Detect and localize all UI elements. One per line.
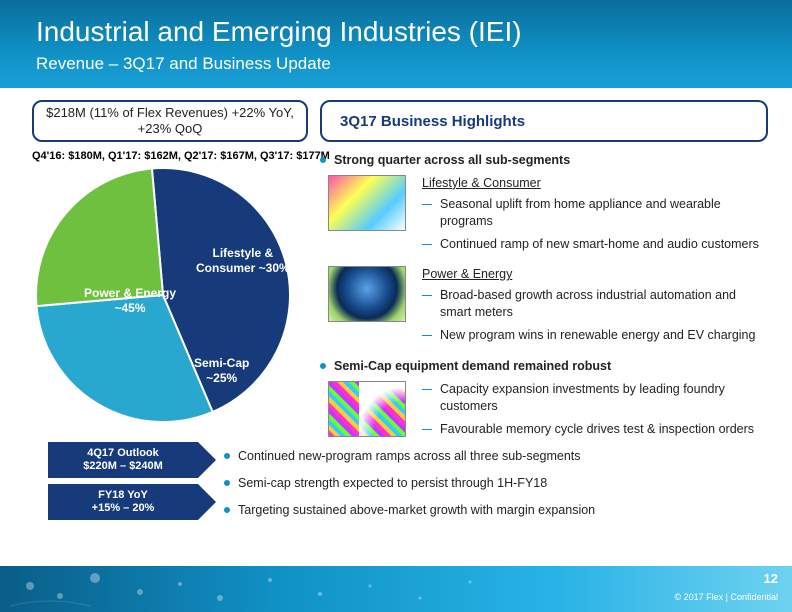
sub-bullet-row: Favourable memory cycle drives test & in… [422, 421, 768, 438]
dash-icon [422, 295, 432, 296]
outlook-bullet-text: Semi-cap strength expected to persist th… [238, 475, 547, 492]
sub-bullet-text: Capacity expansion investments by leadin… [440, 381, 768, 415]
pie-slice-label: Power & Energy~45% [84, 286, 176, 316]
dash-icon [422, 335, 432, 336]
dash-icon [422, 429, 432, 430]
semicap-bullet-text: Semi-Cap equipment demand remained robus… [334, 358, 611, 375]
highlight-group-body: Lifestyle & Consumer Seasonal uplift from… [422, 175, 768, 259]
highlight-group: Power & Energy Broad-based growth across … [320, 266, 768, 350]
page-title: Industrial and Emerging Industries (IEI) [36, 16, 522, 48]
outlook-bullet-text: Targeting sustained above-market growth … [238, 502, 595, 519]
sub-bullet-text: New program wins in renewable energy and… [440, 327, 755, 344]
sub-bullet-row: Capacity expansion investments by leadin… [422, 381, 768, 415]
wafer-thumb-icon [328, 381, 406, 437]
page-number: 12 [764, 571, 778, 586]
dash-icon [422, 204, 432, 205]
arrow-4q17: 4Q17 Outlook $220M – $240M [48, 442, 198, 478]
revenue-summary-box: $218M (11% of Flex Revenues) +22% YoY, +… [32, 100, 308, 142]
bullet-dot-icon [320, 363, 326, 369]
highlights-header-box: 3Q17 Business Highlights [320, 100, 768, 142]
pie-slice-label: Semi-Cap~25% [194, 356, 249, 386]
outlook-bullet-row: Targeting sustained above-market growth … [224, 502, 762, 519]
dash-icon [422, 244, 432, 245]
segment-pie-chart: Power & Energy~45% Lifestyle &Consumer ~3… [36, 168, 290, 428]
sub-bullet-row: Continued ramp of new smart-home and aud… [422, 236, 768, 253]
highlight-group: Lifestyle & Consumer Seasonal uplift from… [320, 175, 768, 259]
highlight-group-body: Power & Energy Broad-based growth across … [422, 266, 768, 350]
outlook-bullets: Continued new-program ramps across all t… [224, 448, 762, 529]
bullet-dot-icon [224, 480, 230, 486]
footer-pattern-icon [0, 566, 792, 612]
sub-bullet-row: Seasonal uplift from home appliance and … [422, 196, 768, 230]
highlights-column: Strong quarter across all sub-segments L… [320, 152, 768, 451]
highlight-group: Capacity expansion investments by leadin… [320, 381, 768, 444]
earth-thumb-icon [328, 266, 406, 322]
bullet-dot-icon [224, 507, 230, 513]
sub-bullet-text: Favourable memory cycle drives test & in… [440, 421, 754, 438]
slide-root: Industrial and Emerging Industries (IEI)… [0, 0, 792, 612]
sub-bullet-row: Broad-based growth across industrial aut… [422, 287, 768, 321]
bullet-dot-icon [320, 157, 326, 163]
top-bullet-text: Strong quarter across all sub-segments [334, 152, 570, 169]
sub-bullet-text: Broad-based growth across industrial aut… [440, 287, 768, 321]
page-subtitle: Revenue – 3Q17 and Business Update [36, 54, 331, 74]
footer-copyright: © 2017 Flex | Confidential [674, 592, 778, 602]
phone-thumb-icon [328, 175, 406, 231]
outlook-bullet-row: Semi-cap strength expected to persist th… [224, 475, 762, 492]
sub-bullet-row: New program wins in renewable energy and… [422, 327, 768, 344]
outlook-bullet-row: Continued new-program ramps across all t… [224, 448, 762, 465]
group-title: Power & Energy [422, 266, 768, 283]
highlights-header-text: 3Q17 Business Highlights [340, 113, 525, 130]
group-title: Lifestyle & Consumer [422, 175, 768, 192]
arrow-fy18-label: FY18 YoY +15% – 20% [92, 489, 155, 514]
highlight-group-body: Capacity expansion investments by leadin… [422, 381, 768, 444]
arrow-4q17-label: 4Q17 Outlook $220M – $240M [83, 447, 163, 472]
outlook-arrows: 4Q17 Outlook $220M – $240M FY18 YoY +15%… [48, 442, 198, 526]
historical-revenue-line: Q4'16: $180M, Q1'17: $162M, Q2'17: $167M… [32, 150, 330, 162]
semicap-bullet-row: Semi-Cap equipment demand remained robus… [320, 358, 768, 375]
sub-bullet-text: Continued ramp of new smart-home and aud… [440, 236, 759, 253]
outlook-bullet-text: Continued new-program ramps across all t… [238, 448, 581, 465]
revenue-summary-text: $218M (11% of Flex Revenues) +22% YoY, +… [42, 105, 298, 138]
footer-banner [0, 566, 792, 612]
arrow-fy18: FY18 YoY +15% – 20% [48, 484, 198, 520]
pie-slice-label: Lifestyle &Consumer ~30% [196, 246, 290, 276]
bullet-dot-icon [224, 453, 230, 459]
dash-icon [422, 389, 432, 390]
sub-bullet-text: Seasonal uplift from home appliance and … [440, 196, 768, 230]
top-bullet-row: Strong quarter across all sub-segments [320, 152, 768, 169]
